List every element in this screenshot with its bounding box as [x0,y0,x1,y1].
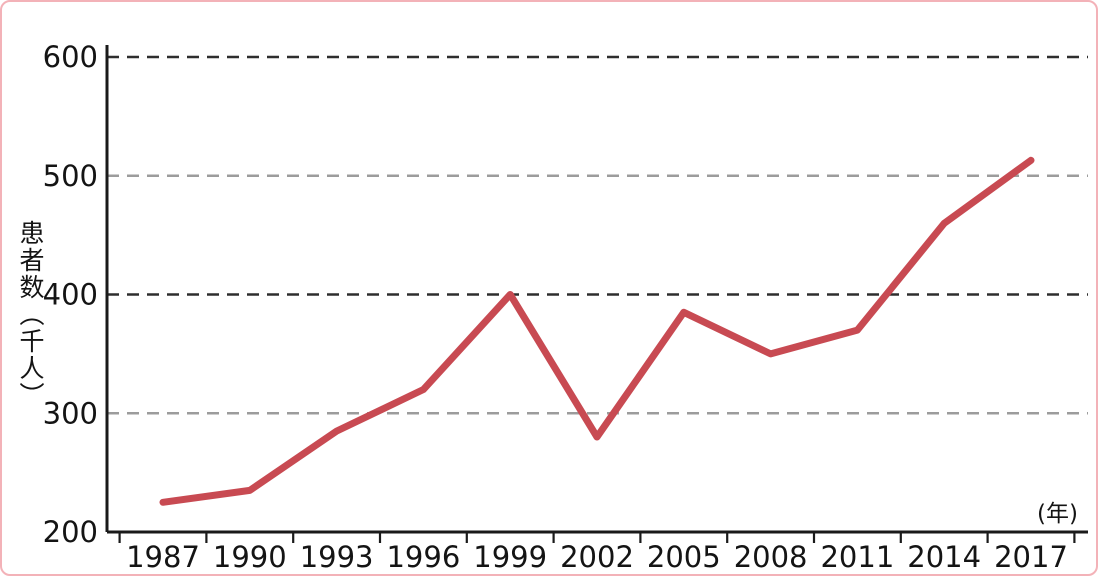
svg-text:200: 200 [43,515,98,549]
svg-text:2008: 2008 [734,540,808,574]
data-series-line [159,156,1035,506]
svg-text:2005: 2005 [647,540,721,574]
x-axis-labels: 1987 1990 1993 1996 1999 2002 2005 2008 2011 2014… [126,540,1068,574]
svg-text:2014: 2014 [907,540,981,574]
x-axis-unit-label: (年) [1037,501,1078,527]
gridlines [107,55,1088,415]
svg-text:2017: 2017 [994,540,1068,574]
y-axis-labels: 200 300 400 500 600 [43,40,98,549]
svg-text:1987: 1987 [126,540,200,574]
svg-text:1990: 1990 [213,540,287,574]
svg-text:2002: 2002 [560,540,634,574]
svg-text:2011: 2011 [820,540,894,574]
svg-text:300: 300 [43,396,98,430]
svg-text:600: 600 [43,40,98,74]
svg-text:1996: 1996 [386,540,460,574]
axes [105,45,1088,534]
svg-text:500: 500 [43,159,98,193]
x-axis-ticks [118,532,1076,543]
svg-text:1993: 1993 [300,540,374,574]
y-axis-title: 患者数（千人） [16,220,45,409]
svg-text:400: 400 [43,278,98,312]
svg-text:1999: 1999 [473,540,547,574]
